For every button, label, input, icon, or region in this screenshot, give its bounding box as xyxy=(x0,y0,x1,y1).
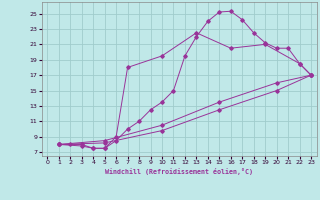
X-axis label: Windchill (Refroidissement éolien,°C): Windchill (Refroidissement éolien,°C) xyxy=(105,168,253,175)
